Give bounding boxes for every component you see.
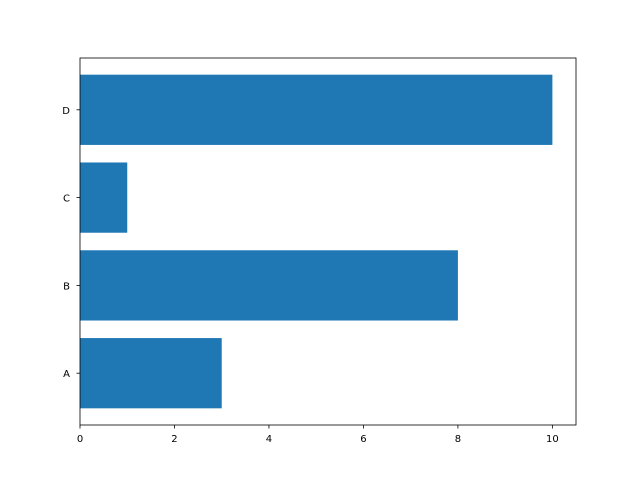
axes-frame [79,57,577,426]
y-axis: A B C D [62,106,80,380]
x-tick-label: 10 [546,434,559,445]
y-tick-label: C [63,194,70,205]
x-axis: 0 2 4 6 8 10 [77,425,559,445]
bar-A [80,338,222,409]
x-tick-label: 0 [77,434,83,445]
x-tick-label: 2 [171,434,177,445]
bars [80,74,553,409]
bar-B [80,250,458,321]
x-tick-label: 8 [455,434,461,445]
y-tick-label: D [62,106,70,117]
bar-D [80,74,553,145]
y-tick-label: B [63,281,70,292]
bar-C [80,162,128,233]
x-tick-label: 6 [360,434,366,445]
y-tick-label: A [63,369,70,380]
x-tick-label: 4 [266,434,272,445]
